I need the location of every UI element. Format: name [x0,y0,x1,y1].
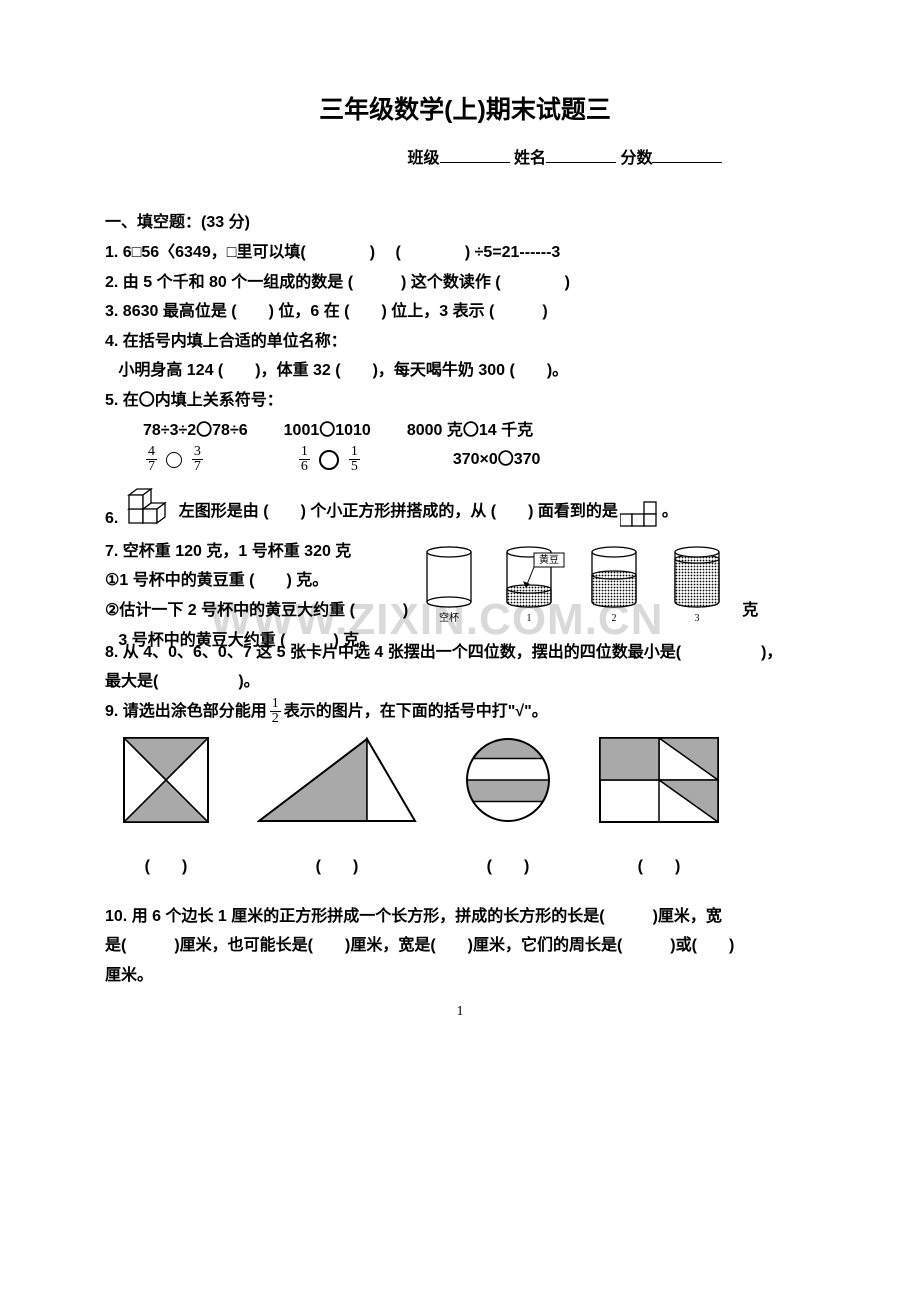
label-score: 分数 [620,150,652,167]
q5r2c: 370×0〇370 [453,445,541,475]
label-name: 姓名 [514,150,546,167]
page-title: 三年级数学(上)期末试题三 [105,90,825,126]
question-1: 1. 6□56〈6349，□里可以填( ) ( ) ÷5=21------3 [105,238,825,268]
question-2: 2. 由 5 个千和 80 个一组成的数是 ( ) 这个数读作 ( ) [105,268,825,298]
fraction-1-5: 15 [349,445,360,474]
fraction-1-6: 16 [299,445,310,474]
question-5a: 5. 在〇内填上关系符号： [105,386,825,416]
q7-line3: ②估计一下 2 号杯中的黄豆大约重 ( ) [105,596,408,626]
q9-shape-4: ( ) [599,737,719,876]
q9-cap-1: ( ) [123,852,209,876]
question-8: 8. 从 4、0、6、0、7 这 5 张卡片中选 4 张摆出一个四位数，摆出的四… [105,638,825,697]
fraction-3-7: 37 [192,445,203,474]
label-empty-cup: 空杯 [439,611,459,624]
compare-circle-icon [319,450,339,470]
question-3: 3. 8630 最高位是 ( ) 位，6 在 ( ) 位上，3 表示 ( ) [105,297,825,327]
q9-shape-3: ( ) [465,737,551,876]
q6-text: 左图形是由 ( ) 个小正方形拼搭成的，从 ( ) 面看到的是 [179,497,618,527]
fraction-4-7: 47 [146,445,157,474]
label-class: 班级 [408,150,440,167]
q5r1b: 1001〇1010 [284,416,371,446]
question-4b: 小明身高 124 ( )，体重 32 ( )，每天喝牛奶 300 ( )。 [105,356,825,386]
face-view-icon [620,501,660,527]
q9-shape-1: ( ) [123,737,209,876]
question-9: 9. 请选出涂色部分能用 12 表示的图片，在下面的括号中打"√"。 [105,697,825,727]
q9-cap-2: ( ) [257,852,417,876]
label-cup2: 2 [612,613,617,624]
page-number: 1 [0,1004,920,1020]
question-5-row1: 78÷3÷2〇78÷6 1001〇1010 8000 克〇14 千克 [105,416,825,446]
question-10: 10. 用 6 个边长 1 厘米的正方形拼成一个长方形，拼成的长方形的长是( )… [105,902,825,991]
q7-line1: 7. 空杯重 120 克，1 号杯重 320 克 [105,537,408,567]
label-cup3: 3 [695,613,700,624]
question-6: 6. 左图形是由 ( ) 个小正方形拼搭成的，从 ( [105,481,825,527]
label-cup1: 1 [527,613,532,624]
question-4a: 4. 在括号内填上合适的单位名称： [105,327,825,357]
compare-circle-icon [166,452,182,468]
q9-cap-3: ( ) [465,852,551,876]
q5r1c: 8000 克〇14 千克 [407,416,533,446]
student-info-line: 班级 姓名 分数 [105,144,825,168]
cups-diagram: 空杯 黄豆 1 [414,537,754,627]
q9-pre: 9. 请选出涂色部分能用 [105,697,267,727]
blank-score [652,148,722,163]
q9-shape-2: ( ) [257,737,417,876]
q5-frac-group-1: 47 37 [143,445,206,475]
question-5-row2: 47 37 16 15 370×0〇370 [105,445,825,475]
q7-line2: ①①1 号杯中的黄豆重 ( ) 克。1 号杯中的黄豆重 ( ) 克。 [105,566,408,596]
blank-name [546,148,616,163]
q9-post: 表示的图片，在下面的括号中打"√"。 [284,697,548,727]
q9-shapes-row: ( ) ( ) [105,737,825,876]
q5-frac-group-2: 16 15 [296,445,363,475]
q6-prefix: 6. [105,511,123,527]
q7-ke: 克 [742,596,920,620]
q6-period: 。 [662,497,678,527]
q9-cap-4: ( ) [599,852,719,876]
label-bean: 黄豆 [539,553,559,566]
cube-stack-icon [123,481,177,527]
section-1-head: 一、填空题：(33 分) [105,208,825,232]
fraction-1-2: 12 [270,697,281,726]
q5r1a: 78÷3÷2〇78÷6 [143,416,248,446]
blank-class [440,148,510,163]
